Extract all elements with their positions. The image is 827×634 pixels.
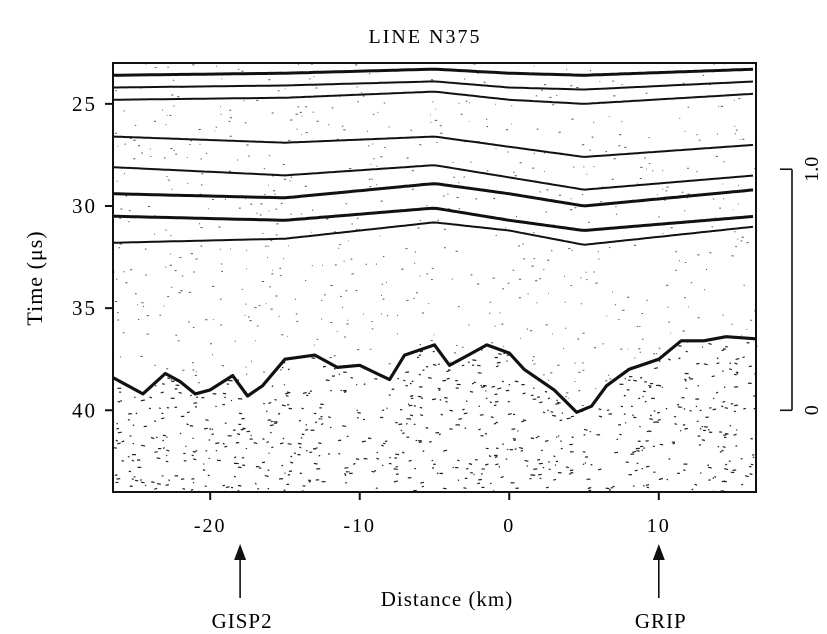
- internal-layer-4: [112, 135, 754, 158]
- right-scale-label: 1.0: [801, 157, 823, 182]
- plot-area: [112, 62, 758, 493]
- annotation-grip: GRIP: [635, 544, 687, 633]
- internal-layer-7: [112, 206, 754, 232]
- radar-speckle-texture: [113, 62, 758, 493]
- site-annotations: GISP2 GRIP: [212, 544, 687, 633]
- plot-frame: [112, 62, 757, 493]
- internal-layer-5: [112, 164, 754, 191]
- y-axis-label: Time (μs): [22, 230, 47, 325]
- x-axis-label: Distance (km): [381, 587, 514, 611]
- speckle-above-bed: [113, 62, 756, 406]
- y-tick-label: 40: [72, 398, 97, 422]
- annotation-arrow-head: [234, 544, 247, 560]
- x-axis-ticks: -20 -10 0 10: [194, 492, 671, 537]
- internal-layer-3: [112, 90, 754, 105]
- internal-layers: [112, 67, 754, 246]
- annotation-arrow-head: [652, 544, 665, 560]
- right-scale-label: 0: [801, 405, 823, 415]
- y-tick-label: 35: [72, 296, 97, 320]
- x-tick-label: 0: [503, 515, 515, 537]
- internal-layer-8: [112, 221, 754, 246]
- bed-reflector-line: [112, 335, 757, 414]
- x-tick-label: -10: [343, 515, 376, 537]
- internal-layer-6: [112, 182, 754, 208]
- internal-layer-1: [112, 67, 754, 77]
- chart-title: LINE N375: [369, 26, 482, 48]
- annotation-label: GISP2: [212, 609, 273, 633]
- annotation-gisp2: GISP2: [212, 544, 273, 633]
- internal-layer-2: [113, 80, 754, 91]
- y-tick-label: 25: [72, 92, 97, 116]
- right-scale-bracket: 1.00: [780, 157, 823, 415]
- y-tick-label: 30: [72, 194, 97, 218]
- annotation-label: GRIP: [635, 609, 687, 633]
- bed-reflector-group: [112, 335, 757, 414]
- y-axis-ticks: 25 30 35 40: [72, 92, 113, 422]
- speckle-below-bed: [113, 338, 758, 493]
- x-tick-label: -20: [194, 515, 227, 537]
- x-tick-label: 10: [647, 515, 671, 537]
